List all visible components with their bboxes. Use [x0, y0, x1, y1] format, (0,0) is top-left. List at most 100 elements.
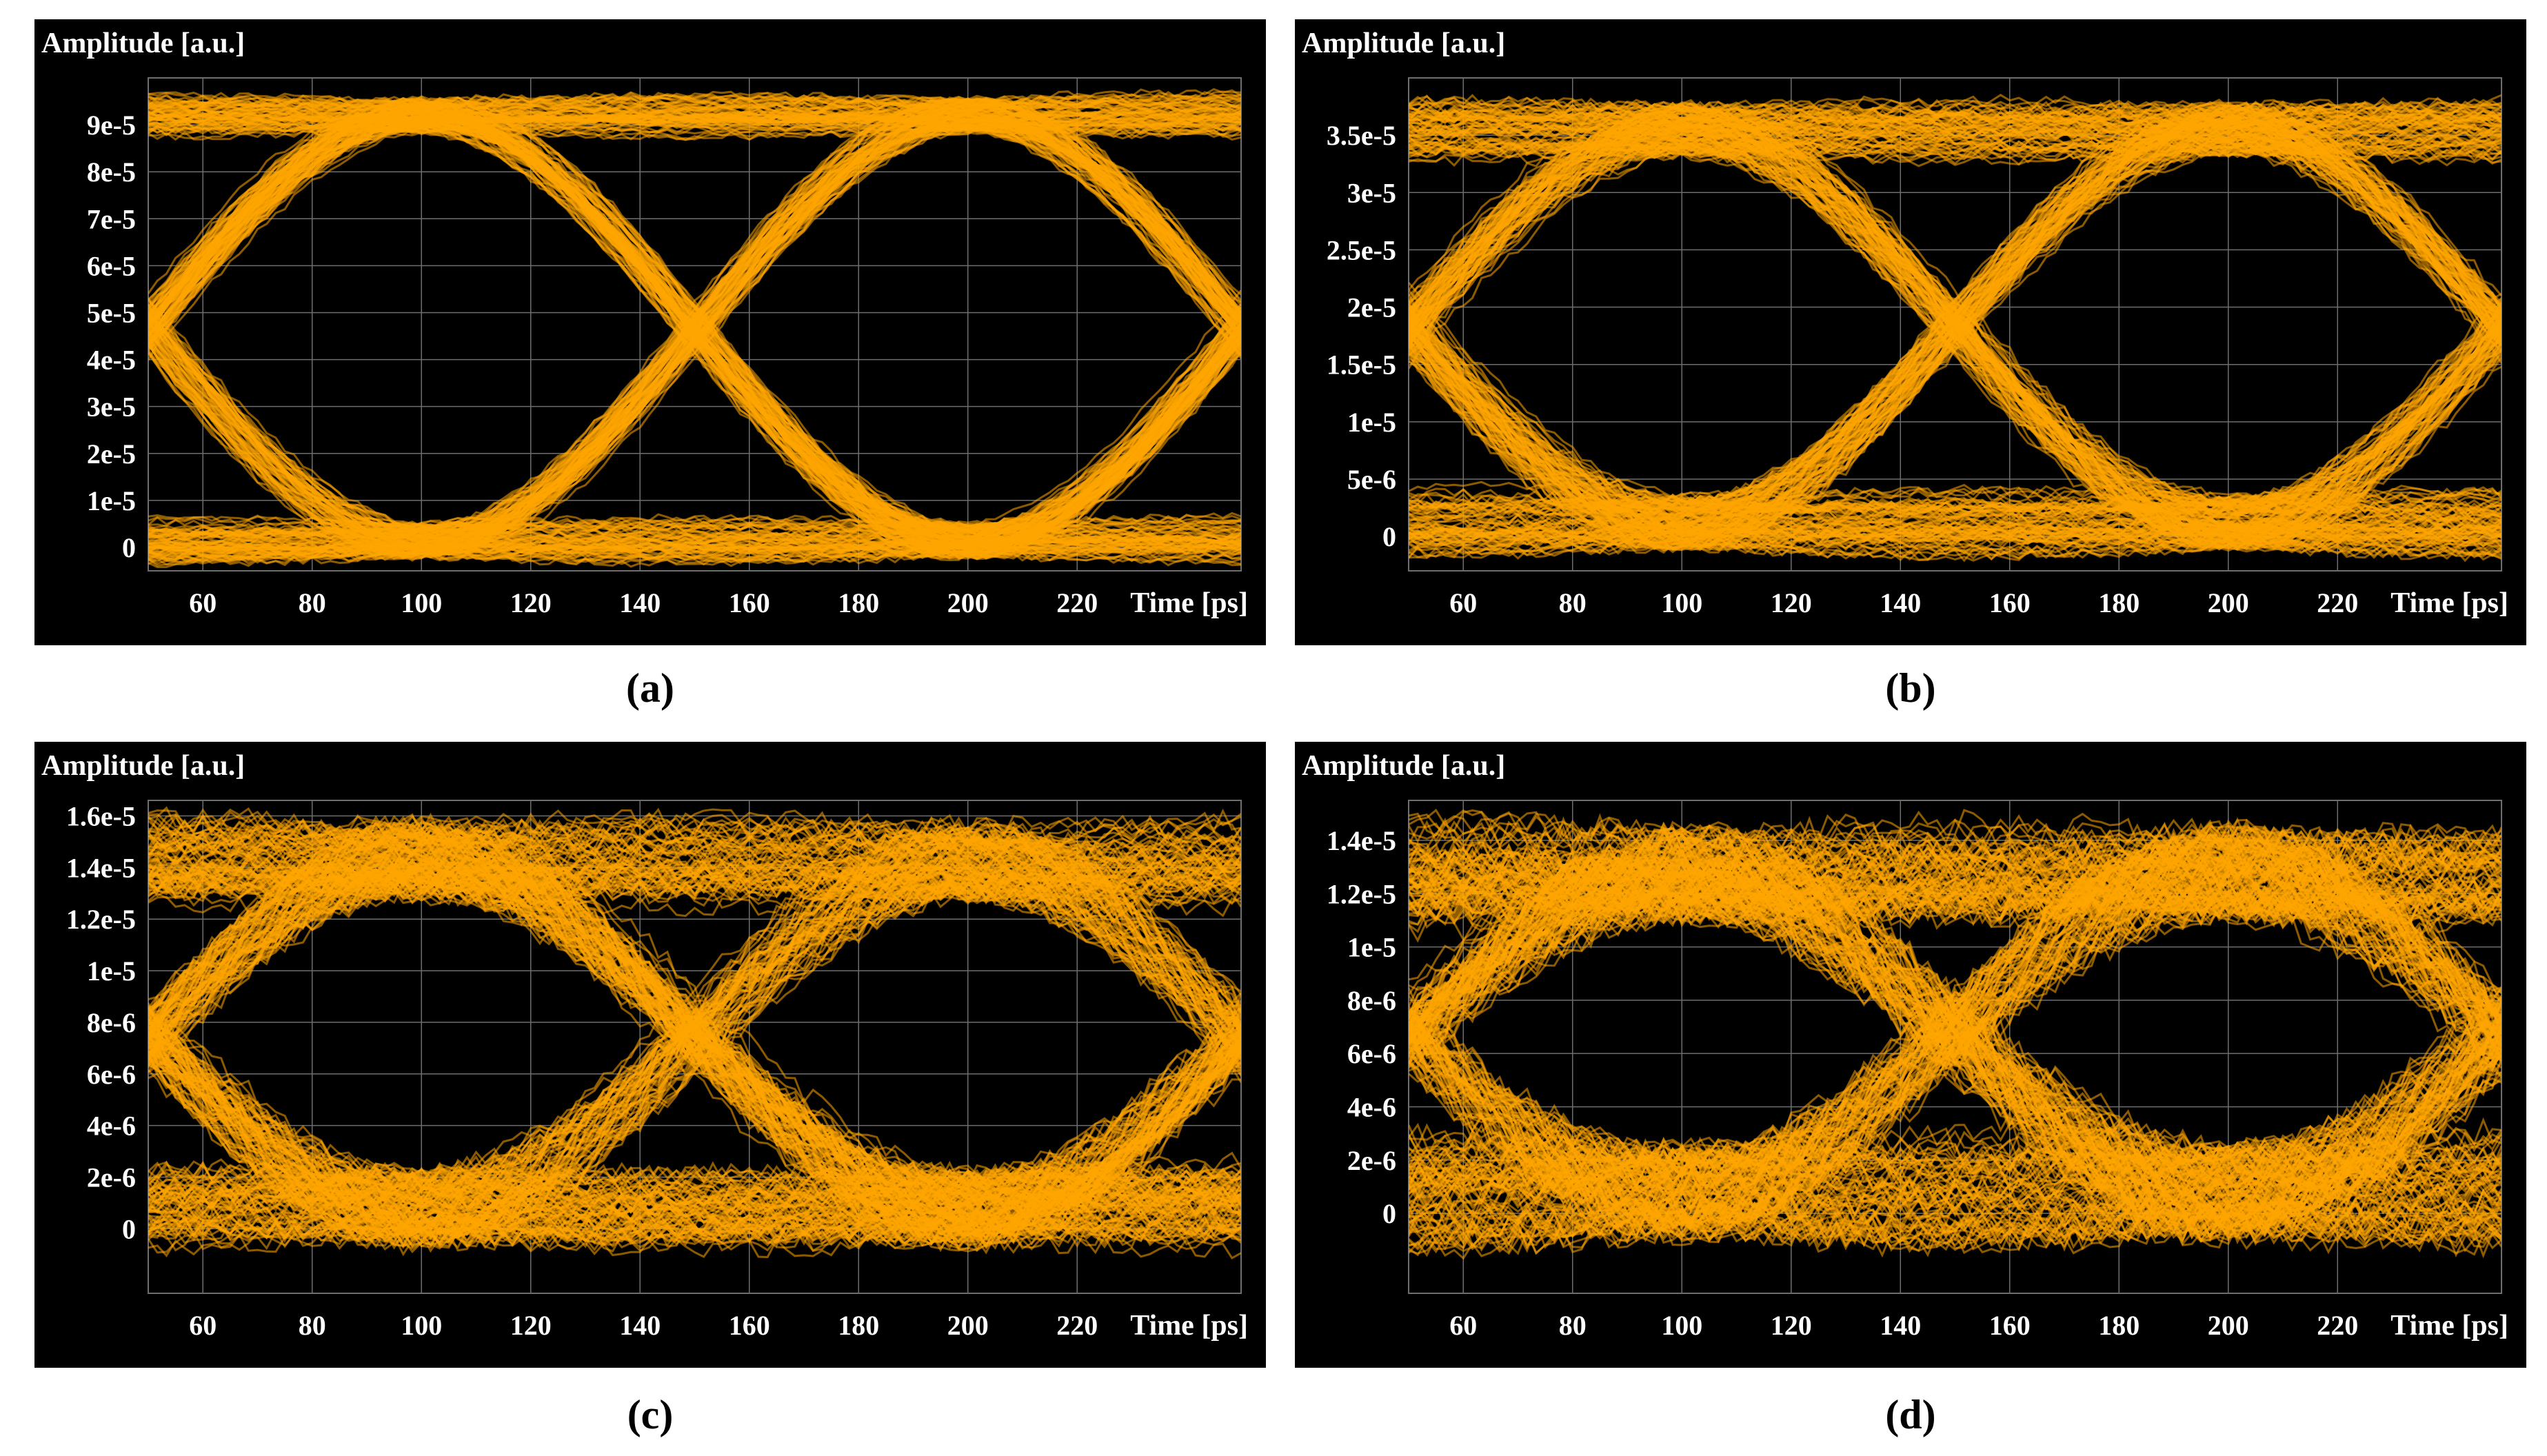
chart-c-trace-241 [148, 816, 1241, 1069]
chart-c-trace-245 [148, 884, 1241, 1219]
chart-b-y-tick-label-1: 5e-6 [1347, 464, 1396, 495]
chart-d-trace-222 [1409, 891, 2501, 1189]
chart-c-trace-252 [148, 824, 1241, 1215]
chart-c-y-tick-label-2: 4e-6 [87, 1111, 136, 1142]
chart-b-ylabel: Amplitude [a.u.] [1302, 28, 1505, 59]
eye-diagram-d: 0 2e-6 4e-6 6e-6 8e-6 1e-5 1.2e-5 1.4e-5 60 80 100… [1295, 742, 2526, 1368]
chart-c-y-tick-label-6: 1.2e-5 [66, 904, 136, 935]
chart-b-x-tick-label-6: 180 [2098, 587, 2140, 618]
chart-c-trace-253 [148, 841, 1241, 1216]
chart-b-trace-245 [1409, 111, 2501, 505]
chart-b-trace-257 [1409, 101, 2501, 332]
chart-a-trace-259 [148, 341, 1241, 553]
chart-d-y-tick-label-7: 1.4e-5 [1327, 825, 1396, 856]
chart-c-trace-258 [148, 1049, 1241, 1243]
chart-a-y-tick-label-2: 2e-5 [87, 438, 136, 469]
chart-c-x-tick-label-0: 60 [189, 1310, 217, 1341]
chart-a-trace-241 [148, 315, 1241, 541]
chart-a-trace-208 [148, 550, 1241, 567]
chart-a-trace-245 [148, 110, 1241, 556]
chart-a-trace-234 [148, 337, 1241, 543]
chart-d-trace-255 [1409, 860, 2501, 1215]
chart-d-trace-197 [1409, 893, 2501, 1259]
chart-c-trace-256 [148, 1028, 1241, 1195]
chart-b-trace-224 [1409, 540, 2501, 563]
chart-c-xlabel: Time [ps] [1130, 1310, 1248, 1342]
chart-d-trace-253 [1409, 879, 2501, 1064]
chart-a-x-tick-label-8: 220 [1056, 587, 1098, 618]
chart-b-trace-240 [1409, 136, 2501, 516]
chart-c-trace-240 [148, 862, 1241, 896]
chart-b-y-tick-label-7: 3.5e-5 [1327, 120, 1396, 151]
chart-b-trace-189 [1409, 141, 2501, 536]
chart-d-y-tick-label-1: 2e-6 [1347, 1145, 1396, 1176]
chart-b-y-tick-label-2: 1e-5 [1347, 407, 1396, 438]
chart-d-trace-257 [1409, 1042, 2501, 1246]
chart-c-traces [148, 806, 1241, 1260]
chart-d-trace-256 [1409, 878, 2501, 1237]
chart-d-trace-238 [1409, 870, 2501, 1058]
panel-caption-b: (b) [1885, 665, 1936, 711]
chart-a-x-tick-label-5: 160 [729, 587, 770, 618]
chart-c-x-tick-label-5: 160 [729, 1310, 770, 1341]
chart-a-x-tick-label-4: 140 [619, 587, 661, 618]
chart-d-trace-242 [1409, 898, 2501, 1243]
chart-a-x-tick-label-0: 60 [189, 587, 217, 618]
chart-d-trace-223 [1409, 875, 2501, 1195]
chart-d-trace-252 [1409, 844, 2501, 874]
eye-diagram-d-svg: 0 2e-6 4e-6 6e-6 8e-6 1e-5 1.2e-5 1.4e-5 60 80 100… [1302, 750, 2508, 1342]
chart-a-trace-256 [148, 334, 1241, 538]
chart-d-y-tick-label-6: 1.2e-5 [1327, 878, 1396, 909]
chart-c-y-tick-label-7: 1.4e-5 [66, 852, 136, 883]
chart-b-trace-251 [1409, 132, 2501, 548]
chart-c-trace-254 [148, 869, 1241, 1203]
chart-a-trace-253 [148, 101, 1241, 338]
chart-c-y-tick-label-0: 0 [122, 1213, 136, 1244]
chart-b-y-tick-label-6: 3e-5 [1347, 177, 1396, 208]
chart-b-trace-211 [1409, 110, 2501, 545]
chart-b-y-tick-label-3: 1.5e-5 [1327, 350, 1396, 381]
chart-a-trace-247 [148, 110, 1241, 544]
chart-b-x-tick-label-1: 80 [1559, 587, 1587, 618]
chart-c-x-tick-label-4: 140 [619, 1310, 661, 1341]
chart-a-trace-246 [148, 104, 1241, 120]
chart-d-x-tick-label-6: 180 [2098, 1310, 2140, 1341]
chart-c-ylabel: Amplitude [a.u.] [41, 750, 245, 782]
chart-b-trace-233 [1409, 515, 2501, 537]
chart-a-x-tick-label-3: 120 [510, 587, 552, 618]
chart-b-x-tick-label-8: 220 [2317, 587, 2358, 618]
chart-a-x-tick-label-1: 80 [299, 587, 326, 618]
chart-b-trace-252 [1409, 320, 2501, 531]
chart-c-x-tick-label-1: 80 [299, 1310, 326, 1341]
chart-a-x-tick-label-6: 180 [838, 587, 879, 618]
chart-b-trace-246 [1409, 313, 2501, 545]
chart-b-trace-231 [1409, 528, 2501, 549]
chart-a-trace-249 [148, 121, 1241, 542]
chart-c-x-tick-label-6: 180 [838, 1310, 879, 1341]
chart-b-trace-250 [1409, 141, 2501, 505]
chart-b-trace-259 [1409, 114, 2501, 128]
chart-b-trace-116 [1409, 536, 2501, 552]
chart-c-trace-215 [148, 850, 1241, 1049]
chart-d-x-tick-label-5: 160 [1989, 1310, 2031, 1341]
chart-c-trace-236 [148, 1035, 1241, 1230]
chart-d-trace-219 [1409, 851, 2501, 1212]
chart-d-x-tick-label-7: 200 [2208, 1310, 2249, 1341]
chart-d-trace-251 [1409, 829, 2501, 1246]
chart-c-trace-251 [148, 845, 1241, 1248]
chart-b-trace-258 [1409, 116, 2501, 532]
chart-a-x-tick-label-7: 200 [947, 587, 989, 618]
chart-b-x-tick-label-2: 100 [1661, 587, 1702, 618]
chart-b-trace-213 [1409, 337, 2501, 545]
chart-c-trace-257 [148, 846, 1241, 1195]
chart-b-trace-190 [1409, 95, 2501, 538]
chart-b-trace-182 [1409, 101, 2501, 291]
chart-b-trace-234 [1409, 130, 2501, 341]
chart-d-y-tick-label-5: 1e-5 [1347, 932, 1396, 963]
chart-d-trace-243 [1409, 1021, 2501, 1220]
chart-d-xlabel: Time [ps] [2390, 1310, 2508, 1342]
chart-c-y-tick-label-1: 2e-6 [87, 1162, 136, 1193]
chart-a-traces [148, 88, 1241, 569]
eye-diagram-c-svg: 0 2e-6 4e-6 6e-6 8e-6 1e-5 1.2e-5 1.4e-5 1.6e-5 6… [41, 750, 1248, 1342]
chart-a-trace-232 [148, 536, 1241, 547]
